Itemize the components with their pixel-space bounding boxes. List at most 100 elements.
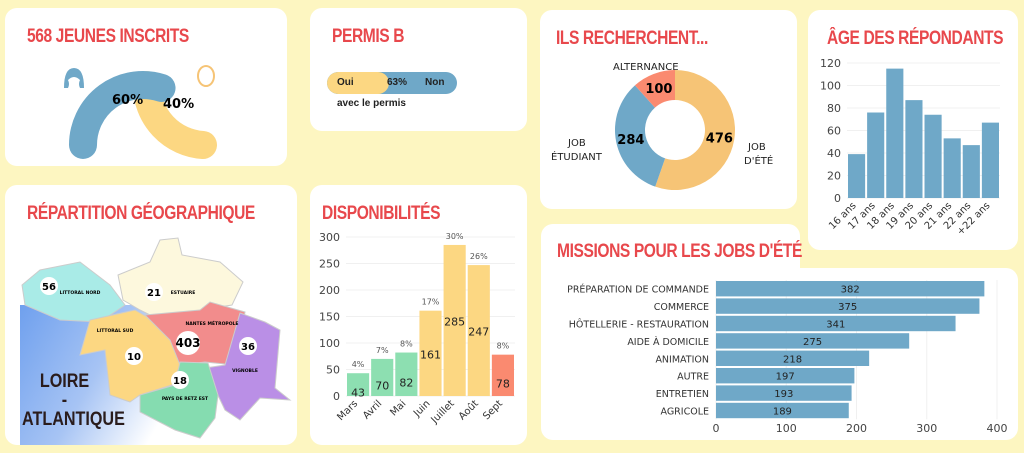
category-label: HÔTELLERIE - RESTAURATION bbox=[569, 319, 709, 331]
permis-pct-label: 63% bbox=[387, 77, 408, 88]
bar[interactable] bbox=[419, 310, 442, 396]
bar[interactable] bbox=[962, 145, 980, 198]
y-tick-label: 100 bbox=[820, 80, 841, 93]
bar[interactable] bbox=[867, 112, 885, 199]
bar-value-label: 375 bbox=[838, 302, 857, 313]
x-tick-label: 400 bbox=[987, 422, 1008, 435]
missions-title: MISSIONS POUR LES JOBS D'ÉTÉ bbox=[557, 241, 803, 262]
y-tick-label: 50 bbox=[326, 364, 340, 377]
y-tick-label: 100 bbox=[319, 337, 340, 350]
bar[interactable] bbox=[716, 350, 870, 366]
permis-caption: avec le permis bbox=[337, 98, 406, 109]
zone-value: 18 bbox=[173, 376, 187, 387]
bar[interactable] bbox=[716, 385, 852, 401]
category-label: AIDE À DOMICILE bbox=[627, 336, 709, 348]
bar[interactable] bbox=[491, 354, 514, 396]
female-pct: 60% bbox=[112, 93, 143, 108]
bar[interactable] bbox=[943, 138, 961, 198]
category-label: AUTRE bbox=[677, 372, 709, 383]
department-dash: - bbox=[61, 390, 68, 411]
bar[interactable] bbox=[981, 122, 999, 198]
bar[interactable] bbox=[371, 358, 394, 396]
bar-percent-label: 8% bbox=[400, 340, 413, 349]
bar-percent-label: 8% bbox=[497, 342, 510, 351]
department-line-1: LOIRE bbox=[39, 371, 90, 392]
bar-value-label: 382 bbox=[841, 285, 860, 296]
category-label: AGRICOLE bbox=[660, 407, 709, 418]
slice-job-etudiant[interactable] bbox=[615, 85, 666, 187]
bar[interactable] bbox=[443, 244, 466, 396]
y-tick-label: 300 bbox=[319, 231, 340, 244]
woman-icon bbox=[64, 68, 84, 88]
bar[interactable] bbox=[716, 368, 855, 384]
y-tick-label: 0 bbox=[333, 390, 340, 403]
permis-yes-label: Oui bbox=[337, 77, 354, 88]
y-tick-label: 80 bbox=[827, 102, 841, 115]
bar[interactable] bbox=[716, 298, 980, 314]
x-tick-label: Juillet bbox=[429, 398, 457, 426]
label-alternance: ALTERNANCE bbox=[613, 62, 679, 73]
bar[interactable] bbox=[905, 100, 923, 198]
inscrits-title: 568 JEUNES INSCRITS bbox=[27, 26, 189, 47]
bar-value-label: 70 bbox=[375, 379, 389, 392]
x-tick-label: 200 bbox=[846, 422, 867, 435]
bar[interactable] bbox=[395, 352, 418, 396]
zone-name: LITTORAL SUD bbox=[97, 328, 134, 334]
zone-value: 10 bbox=[127, 352, 141, 363]
label-job-etudiant-2: ÉTUDIANT bbox=[551, 152, 602, 163]
zone-name: NANTES MÉTROPOLE bbox=[186, 319, 239, 327]
bar-value-label: 247 bbox=[468, 326, 489, 339]
y-tick-label: 150 bbox=[319, 311, 340, 324]
y-tick-label: 120 bbox=[820, 57, 841, 70]
zone-badge bbox=[171, 371, 189, 389]
bar-value-label: 193 bbox=[774, 389, 793, 400]
y-tick-label: 200 bbox=[319, 284, 340, 297]
bar[interactable] bbox=[716, 315, 956, 332]
bar[interactable] bbox=[467, 265, 490, 396]
donut-value: 100 bbox=[645, 82, 672, 97]
slice-job-ete[interactable] bbox=[655, 70, 736, 191]
bar-percent-label: 4% bbox=[352, 360, 365, 369]
bar[interactable] bbox=[716, 281, 985, 297]
y-tick-label: 0 bbox=[834, 192, 841, 205]
male-pct: 40% bbox=[163, 97, 194, 112]
x-tick-label: 0 bbox=[713, 422, 720, 435]
bar[interactable] bbox=[848, 154, 866, 198]
man-icon bbox=[197, 65, 215, 87]
x-tick-label: Sept bbox=[481, 398, 505, 422]
age-title: ÂGE DES RÉPONDANTS bbox=[827, 28, 1004, 49]
x-tick-label: 100 bbox=[776, 422, 797, 435]
x-tick-label: Mai bbox=[388, 398, 408, 418]
zone-value: 21 bbox=[147, 288, 161, 299]
bar-value-label: 197 bbox=[776, 372, 795, 383]
y-tick-label: 60 bbox=[827, 125, 841, 138]
zone-vignoble[interactable] bbox=[204, 312, 292, 421]
bar-value-label: 43 bbox=[351, 387, 365, 400]
zone-badge bbox=[239, 337, 257, 355]
bar-percent-label: 26% bbox=[470, 252, 488, 261]
label-job-etudiant-1: JOB bbox=[568, 138, 586, 149]
slice-alternance[interactable] bbox=[634, 70, 675, 108]
x-tick-label: Août bbox=[456, 398, 481, 423]
label-job-ete-1: JOB bbox=[748, 142, 766, 153]
bar[interactable] bbox=[924, 114, 942, 198]
y-tick-label: 250 bbox=[319, 258, 340, 271]
bar[interactable] bbox=[716, 402, 849, 419]
zone-littoral-nord[interactable] bbox=[21, 261, 126, 323]
bar-percent-label: 30% bbox=[446, 232, 464, 241]
bar[interactable] bbox=[347, 373, 370, 396]
permis-title: PERMIS B bbox=[332, 26, 405, 47]
bar-value-label: 341 bbox=[826, 320, 845, 331]
x-tick-label: 300 bbox=[916, 422, 937, 435]
zone-badge bbox=[145, 283, 163, 301]
geo-title: RÉPARTITION GÉOGRAPHIQUE bbox=[27, 203, 255, 224]
bar-percent-label: 17% bbox=[422, 298, 440, 307]
zone-value: 36 bbox=[241, 342, 255, 353]
bar-value-label: 189 bbox=[773, 407, 792, 418]
bar[interactable] bbox=[886, 68, 904, 198]
zone-badge bbox=[125, 347, 143, 365]
bar[interactable] bbox=[716, 333, 910, 349]
